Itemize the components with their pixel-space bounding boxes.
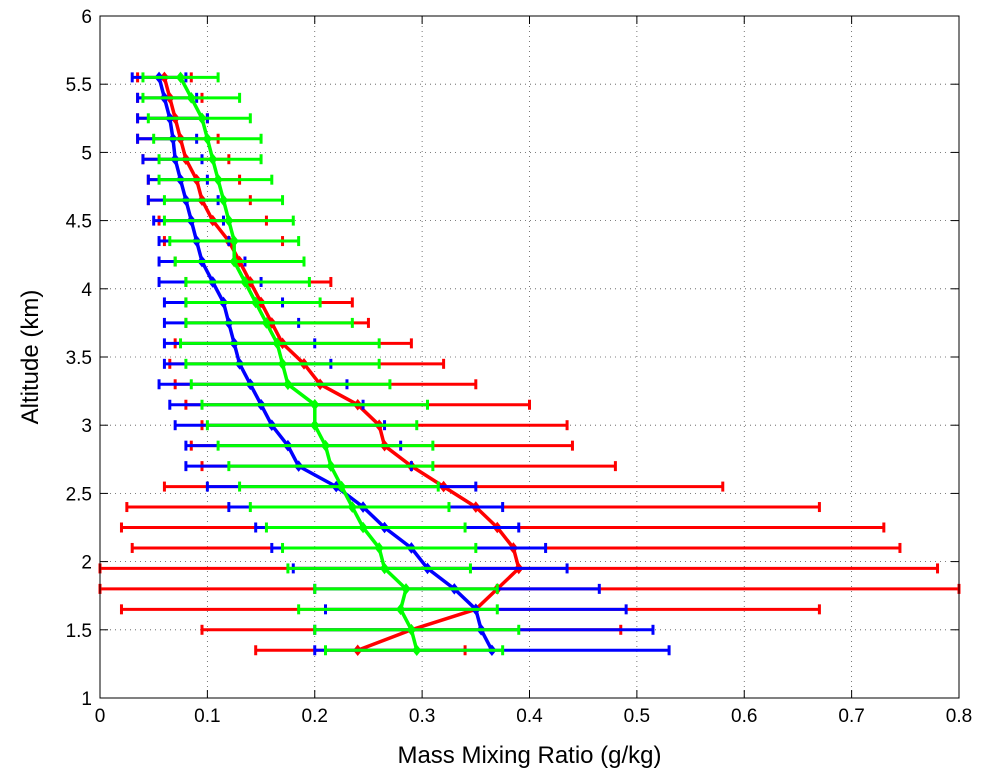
data-point — [218, 194, 229, 206]
data-point — [240, 276, 250, 288]
data-point — [224, 214, 234, 227]
data-point — [396, 603, 406, 616]
data-point — [310, 398, 320, 411]
y-tick-label: 6 — [81, 7, 92, 28]
y-tick-label: 1 — [81, 689, 92, 710]
x-axis-label: Mass Mixing Ratio (g/kg) — [397, 742, 661, 769]
x-tick-label: 0.1 — [194, 706, 220, 727]
data-point — [272, 337, 282, 350]
axes: 0 0.1 0.2 0.3 0.4 0.5 0.6 0.7 0.8 1 1.5 2 2.5 3 3.5 4 4.… — [66, 7, 973, 727]
series-2 — [141, 71, 521, 657]
data-point — [326, 460, 336, 472]
data-point — [261, 317, 272, 329]
y-tick-label: 2 — [81, 553, 92, 574]
y-tick-label: 2.5 — [66, 484, 92, 505]
data-point — [374, 542, 384, 554]
x-tick-label: 0.8 — [946, 706, 972, 727]
data-point — [186, 92, 196, 104]
y-tick-label: 5.5 — [66, 75, 92, 96]
data-point — [310, 419, 320, 432]
data-point — [202, 132, 213, 145]
data-point — [197, 112, 207, 125]
data-point — [401, 583, 411, 595]
data-point — [412, 644, 422, 657]
y-tick-label: 3 — [81, 416, 92, 437]
y-axis-label: Altitude (km) — [17, 290, 44, 425]
x-tick-label: 0.3 — [409, 706, 435, 727]
data-point — [406, 623, 417, 636]
data-point — [251, 296, 261, 309]
data-point — [213, 173, 223, 186]
y-tick-label: 3.5 — [66, 348, 92, 369]
data-point — [336, 480, 347, 493]
y-tick-label: 1.5 — [66, 621, 92, 642]
data-point — [277, 358, 288, 370]
data-point — [358, 521, 368, 534]
data-point — [283, 378, 293, 391]
data-point — [229, 255, 239, 268]
data-point — [175, 71, 186, 84]
x-tick-label: 0.2 — [302, 706, 328, 727]
data-point — [347, 501, 357, 513]
grid — [100, 16, 959, 698]
y-tick-label: 5 — [81, 143, 92, 164]
y-tick-label: 4 — [81, 280, 92, 301]
x-tick-label: 0.4 — [516, 706, 543, 727]
x-tick-label: 0.7 — [838, 706, 864, 727]
x-tick-label: 0 — [95, 706, 106, 727]
data-point — [208, 153, 218, 166]
series-layer — [98, 71, 961, 657]
x-tick-label: 0.6 — [731, 706, 757, 727]
data-point — [229, 235, 239, 247]
x-tick-label: 0.5 — [624, 706, 650, 727]
data-point — [379, 562, 390, 575]
y-tick-label: 4.5 — [66, 212, 92, 233]
data-point — [320, 439, 331, 452]
